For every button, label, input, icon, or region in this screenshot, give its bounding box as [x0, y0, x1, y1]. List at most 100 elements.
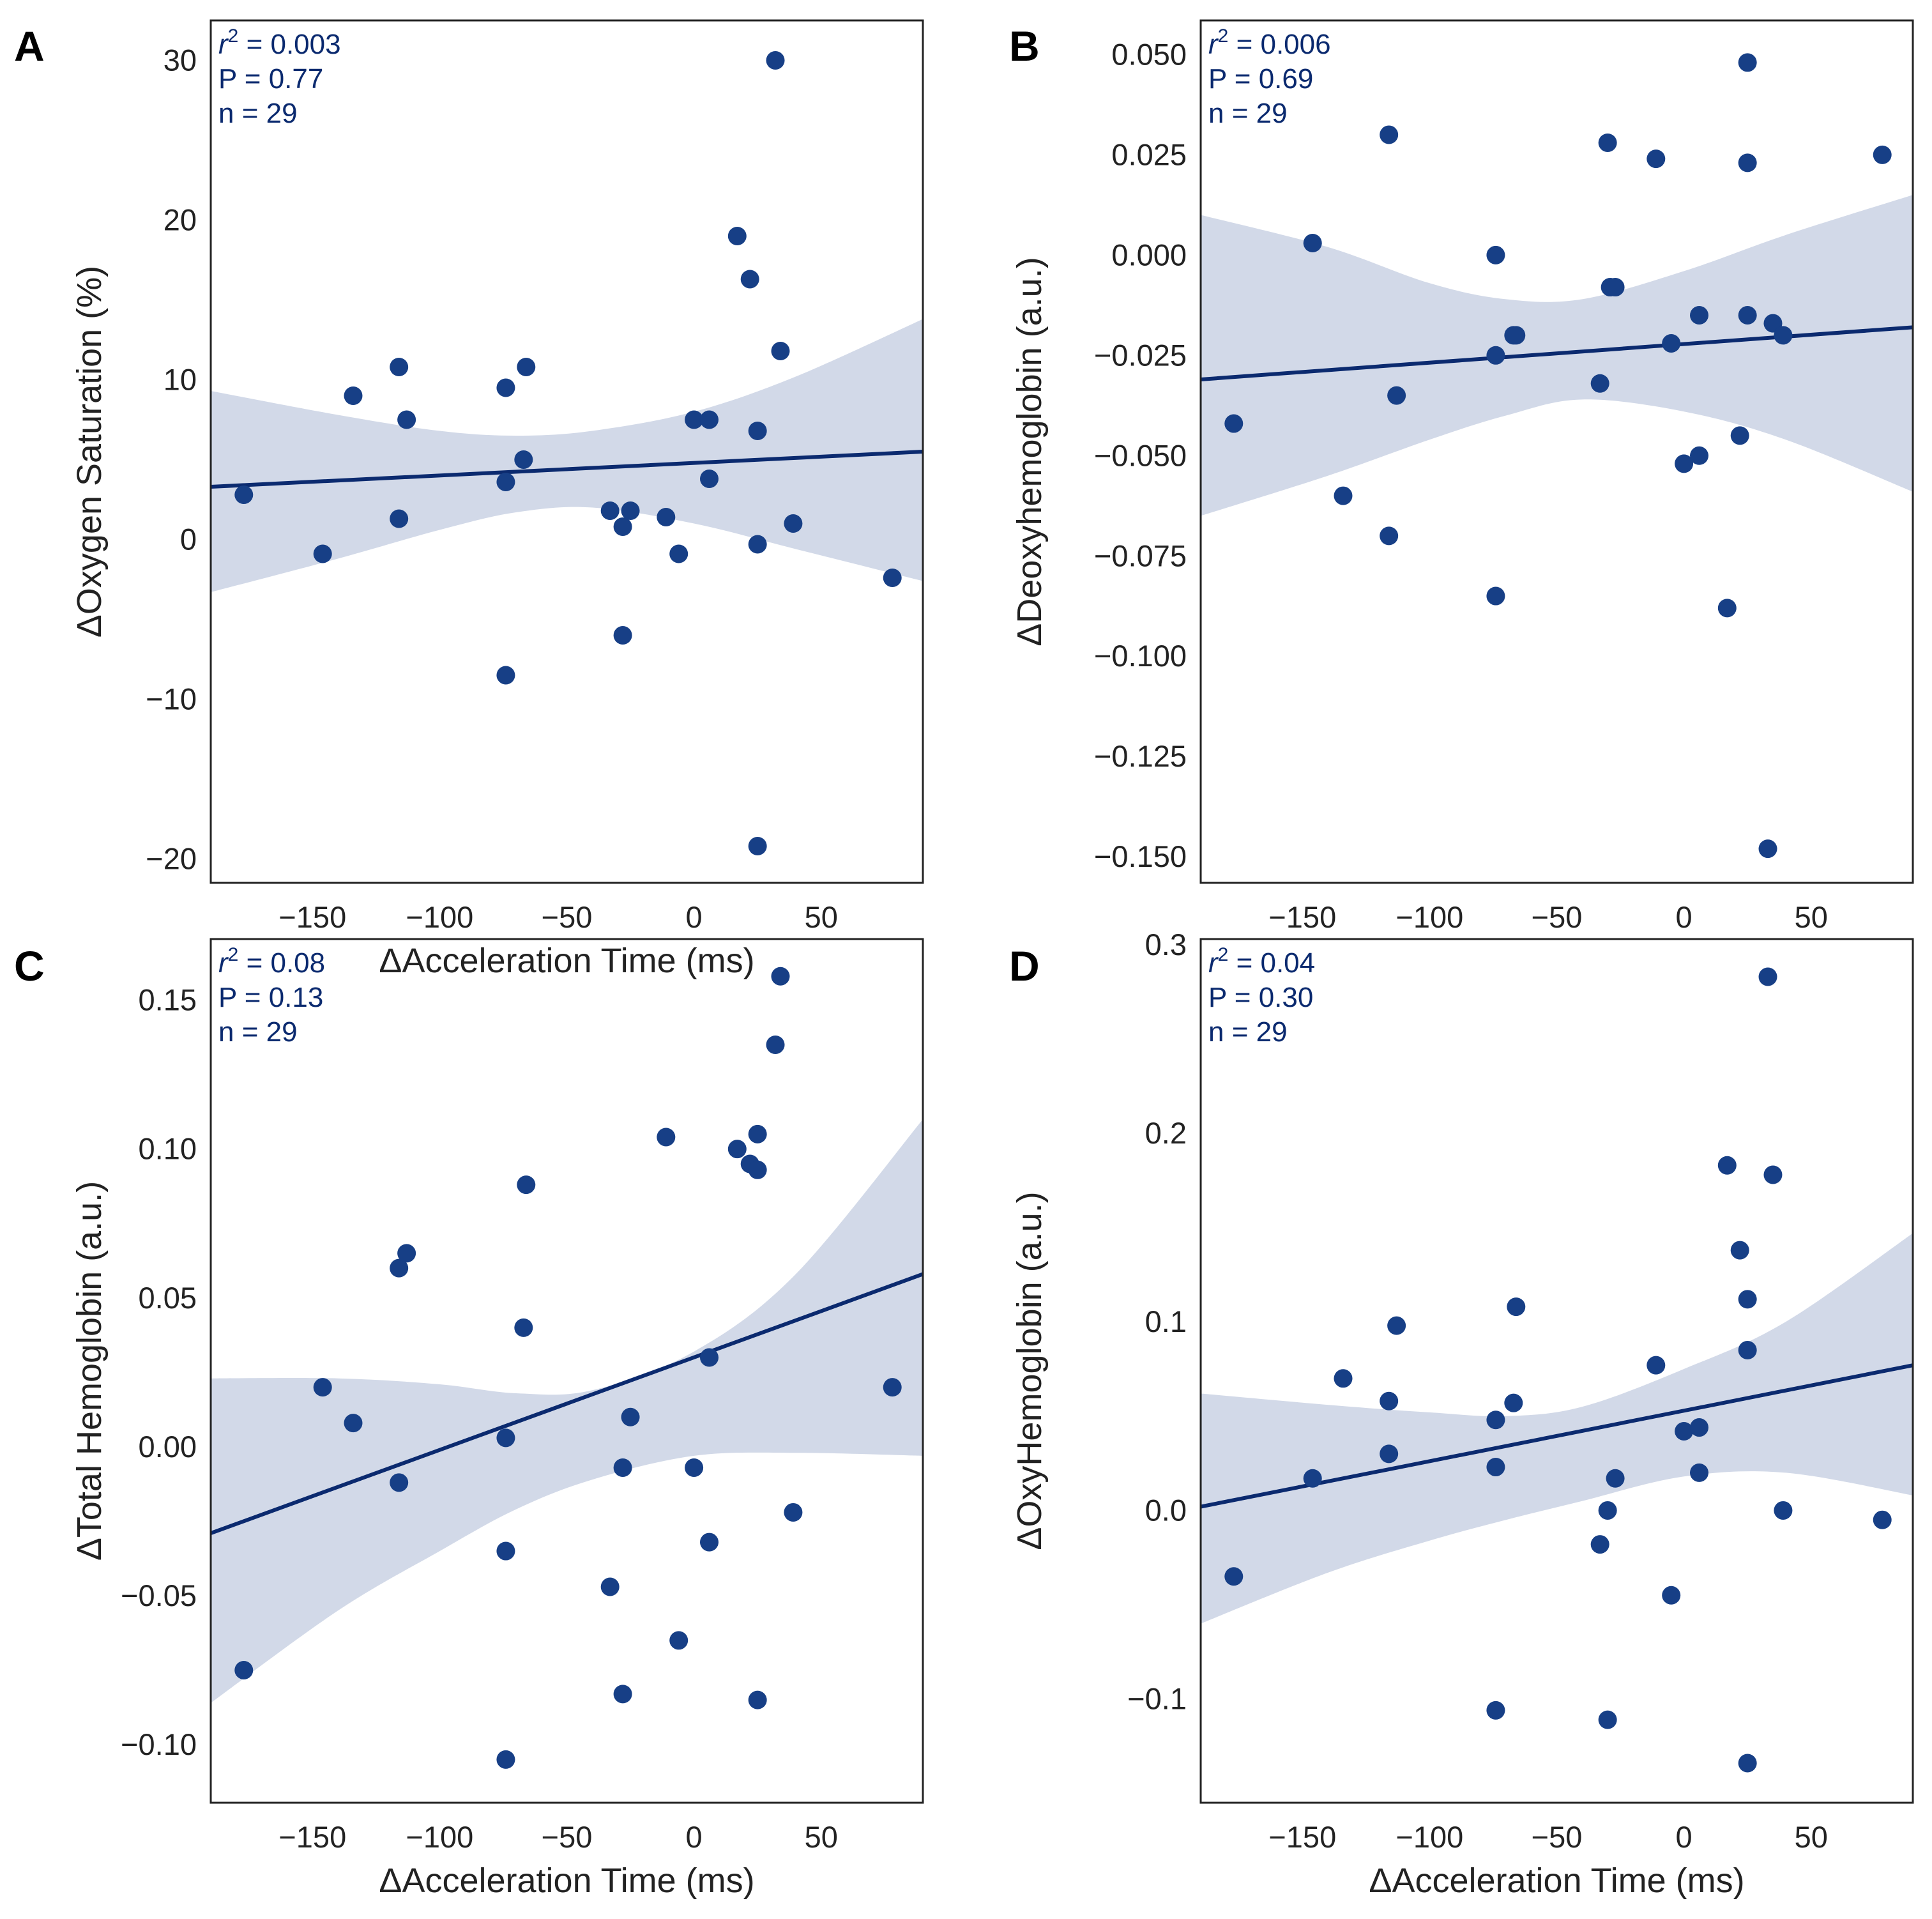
y-tick-label-d: 0.3 [1145, 928, 1187, 961]
y-tick-label-b: −0.150 [1094, 839, 1187, 873]
r-symbol-d: r [1208, 947, 1219, 979]
data-point-c [344, 1414, 363, 1433]
data-point-a [613, 517, 632, 536]
data-point-d [1763, 1165, 1783, 1184]
y-tick-label-b: −0.125 [1094, 739, 1187, 773]
data-point-b [1873, 145, 1892, 164]
p-value-text-d: P = 0.30 [1208, 982, 1313, 1013]
y-tick-label-d: −0.1 [1127, 1682, 1187, 1716]
data-point-b [1758, 839, 1777, 859]
n-count-text-b: n = 29 [1208, 98, 1288, 129]
data-point-a [700, 470, 719, 488]
data-point-c [771, 967, 790, 986]
x-axis-label-a: ΔAcceleration Time (ms) [379, 942, 754, 980]
data-point-d [1717, 1156, 1737, 1175]
panel-letter-a: A [14, 22, 45, 70]
panel-b: −0.150 −0.125 −0.100 −0.075 −0.050 −0.025 0.00… [1009, 19, 1914, 934]
x-tick-label-a: −150 [278, 900, 346, 934]
data-point-d [1690, 1418, 1708, 1437]
data-point-a [685, 410, 704, 429]
data-point-b [1730, 426, 1749, 445]
data-point-a [390, 509, 409, 528]
data-point-b [1380, 526, 1399, 546]
confidence-band-b [1201, 195, 1913, 516]
data-point-d [1738, 1290, 1757, 1309]
data-point-a [496, 473, 515, 491]
y-tick-label-d: 0.0 [1145, 1493, 1187, 1527]
data-point-c [657, 1128, 676, 1147]
y-tick-label-c: 0.00 [139, 1430, 197, 1464]
data-point-c [390, 1473, 409, 1492]
data-point-c [685, 1458, 704, 1478]
y-tick-label-a: 10 [164, 363, 197, 397]
data-point-a [344, 386, 363, 405]
data-point-a [669, 544, 688, 563]
y-tick-label-b: −0.025 [1094, 338, 1187, 372]
data-point-a [748, 422, 767, 440]
x-tick-label-b: −150 [1268, 900, 1336, 934]
data-point-c [600, 1577, 620, 1596]
panel-d: −0.1 0.0 0.1 0.2 0.3 −150 −100 −50 0 50 ΔAccelerat… [1009, 928, 1914, 1900]
y-tick-label-a: 20 [164, 203, 197, 237]
r-superscript-c: 2 [228, 944, 239, 965]
data-point-b [1303, 233, 1322, 252]
y-axis-label-c: ΔTotal Hemoglobin (a.u.) [70, 1181, 109, 1561]
x-axis-label-c: ΔAcceleration Time (ms) [379, 1862, 754, 1900]
data-point-b [1606, 278, 1625, 297]
y-tick-label-c: 0.10 [139, 1132, 197, 1166]
data-point-b [1647, 149, 1666, 169]
confidence-band-a [211, 319, 923, 592]
data-point-d [1334, 1369, 1353, 1388]
data-point-b [1334, 486, 1353, 505]
y-tick-label-c: −0.10 [121, 1727, 197, 1761]
x-tick-label-c: −50 [542, 1820, 593, 1854]
y-tick-label-c: 0.15 [139, 983, 197, 1017]
data-point-a [514, 450, 533, 469]
plot-frame-d [1199, 938, 1914, 1804]
data-point-a [771, 342, 790, 360]
y-tick-label-a: 0 [180, 523, 197, 556]
data-point-d [1486, 1458, 1505, 1477]
data-point-d [1224, 1567, 1244, 1586]
y-tick-label-a: 30 [164, 43, 197, 77]
x-tick-label-a: −50 [542, 900, 593, 934]
data-point-a [397, 410, 416, 429]
panel-letter-d: D [1009, 942, 1040, 990]
x-tick-label-d: 50 [1795, 1820, 1828, 1854]
panel-letter-c: C [14, 942, 45, 990]
confidence-band-c [211, 1119, 923, 1703]
regression-line-c [211, 1272, 923, 1535]
x-tick-label-c: 0 [686, 1820, 703, 1854]
data-point-a [748, 837, 767, 855]
plot-frame-c [209, 938, 924, 1804]
data-point-b [1380, 125, 1399, 144]
data-point-a [740, 270, 759, 289]
plot-area-b [1201, 53, 1913, 859]
data-point-a [784, 514, 803, 533]
y-tick-label-b: −0.075 [1094, 539, 1187, 572]
y-tick-label-c: −0.05 [121, 1579, 197, 1612]
data-point-d [1690, 1463, 1708, 1482]
data-point-b [1486, 586, 1505, 606]
y-tick-label-b: 0.025 [1111, 137, 1187, 171]
r-symbol-a: r [218, 29, 229, 60]
plot-area-a [211, 51, 923, 855]
data-point-c [621, 1407, 640, 1426]
p-value-text-b: P = 0.69 [1208, 63, 1313, 95]
data-point-c [748, 1124, 767, 1143]
x-tick-label-d: 0 [1676, 1820, 1692, 1854]
data-point-c [496, 1541, 515, 1561]
x-tick-label-b: 50 [1795, 900, 1828, 934]
data-point-a [766, 51, 785, 70]
data-point-c [390, 1258, 409, 1278]
data-point-c [496, 1750, 515, 1769]
p-value-text-c: P = 0.13 [218, 982, 323, 1013]
data-point-c [613, 1685, 632, 1704]
data-point-c [727, 1140, 747, 1159]
data-point-a [883, 569, 902, 587]
data-point-a [390, 358, 409, 376]
x-tick-label-b: 0 [1676, 900, 1692, 934]
data-point-b [1507, 326, 1526, 345]
data-point-a [657, 508, 676, 526]
data-point-b [1738, 53, 1757, 72]
